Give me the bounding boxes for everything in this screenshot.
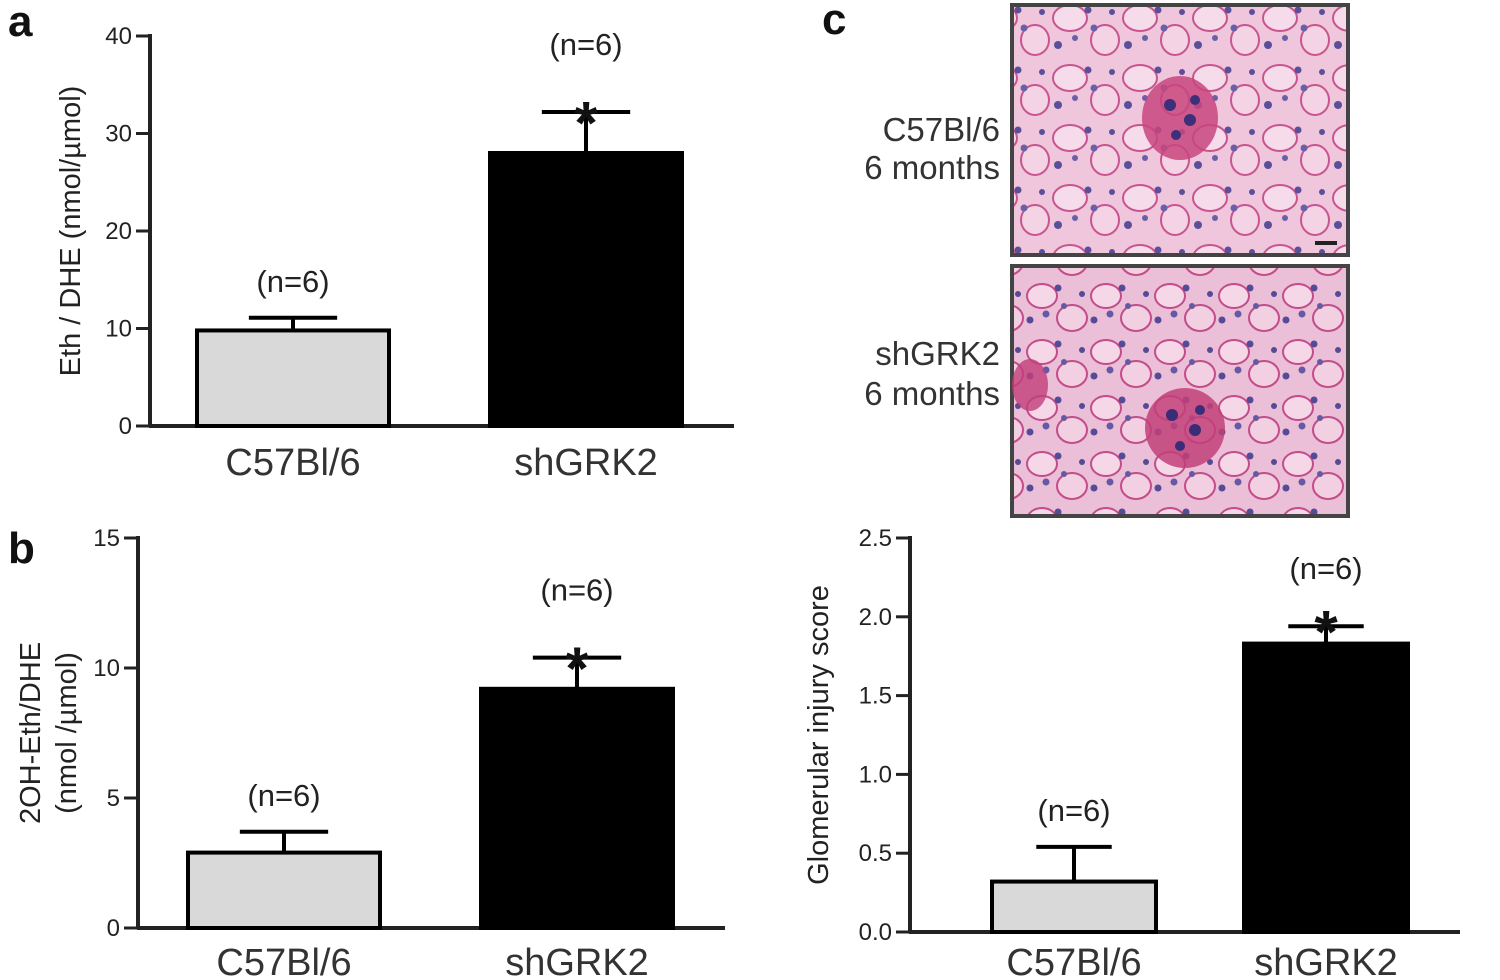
micrograph-shgrk2	[1010, 264, 1350, 518]
y-tick-label: 2.0	[859, 604, 892, 631]
y-tick-label: 2.5	[859, 525, 892, 552]
bar-shgrk2	[1242, 641, 1410, 934]
category-label: C57Bl/6	[225, 442, 360, 484]
y-tick-label: 1.0	[859, 761, 892, 788]
micrograph-shgrk2-label-line1: shGRK2	[875, 335, 1000, 372]
bar-control	[195, 328, 391, 429]
category-label: C57Bl/6	[216, 942, 351, 980]
significance-star: *	[1314, 598, 1338, 665]
y-tick-label: 0.5	[859, 840, 892, 867]
chart-c: 0.0 0.5 1.0 1.5 2.0 2.5 Glomerular injury scor…	[803, 525, 1460, 980]
micrograph-control-label-line2: 6 months	[864, 149, 1000, 186]
significance-star: *	[574, 89, 598, 156]
n-annotation: (n=6)	[256, 264, 329, 299]
y-axis-label: Eth / DHE (nmol/µmol)	[55, 86, 87, 377]
y-tick-label: 30	[105, 121, 132, 148]
y-tick-label: 1.5	[859, 683, 892, 710]
scale-bar	[1315, 241, 1337, 245]
n-annotation: (n=6)	[1289, 551, 1362, 586]
y-tick-label: 15	[93, 525, 120, 552]
micrograph-control-label-line1: C57Bl/6	[883, 111, 1000, 148]
category-label: shGRK2	[1254, 942, 1398, 980]
chart-b: 0 5 10 15 2OH-Eth/DHE (nmol /µmol) (n=6) C57Bl/…	[15, 525, 725, 980]
category-label: shGRK2	[505, 942, 649, 980]
y-tick-label: 40	[105, 23, 132, 50]
significance-star: *	[565, 635, 589, 702]
n-annotation: (n=6)	[540, 573, 613, 608]
bar-control	[186, 850, 382, 930]
y-tick-label: 20	[105, 218, 132, 245]
glomerulus-control	[1142, 76, 1218, 160]
n-annotation: (n=6)	[247, 778, 320, 813]
bar-shgrk2	[488, 151, 684, 428]
panel-letter-c: c	[822, 0, 846, 44]
n-annotation: (n=6)	[1037, 793, 1110, 828]
micrograph-shgrk2-label-line2: 6 months	[864, 375, 1000, 412]
y-tick-label: 5	[107, 785, 120, 812]
chart-a: 0 10 20 30 40 Eth / DHE (nmol/µmol) (n=6) C57Bl…	[55, 23, 734, 484]
y-tick-label: 0	[107, 915, 120, 942]
y-tick-label: 0	[119, 413, 132, 440]
glomerulus-shgrk2	[1012, 359, 1225, 468]
y-tick-label: 10	[93, 655, 120, 682]
bar-shgrk2	[479, 686, 675, 930]
panel-letter-b: b	[8, 524, 35, 573]
y-axis-label: Glomerular injury score	[803, 585, 835, 885]
category-label: shGRK2	[514, 442, 658, 484]
panel-letter-a: a	[8, 0, 33, 46]
category-label: C57Bl/6	[1006, 942, 1141, 980]
y-axis-label: (nmol /µmol)	[51, 652, 83, 814]
y-tick-label: 0.0	[859, 919, 892, 946]
micrograph-control	[1010, 3, 1350, 257]
n-annotation: (n=6)	[549, 27, 622, 62]
y-axis-label: 2OH-Eth/DHE	[15, 642, 47, 824]
y-tick-label: 10	[105, 316, 132, 343]
bar-control	[990, 879, 1158, 934]
